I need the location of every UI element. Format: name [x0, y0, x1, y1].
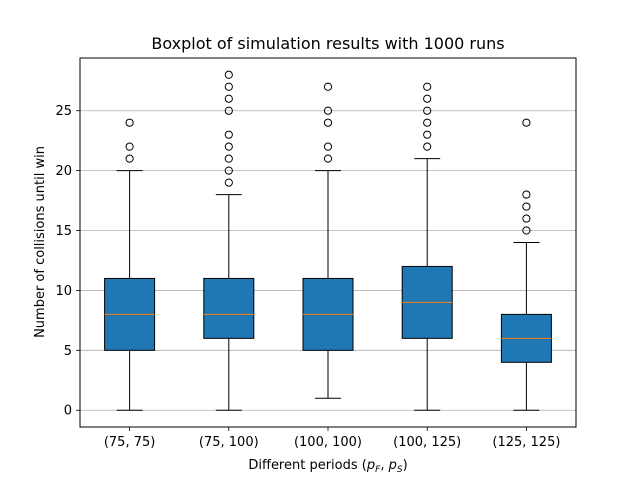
- x-tick-label: (100, 125): [393, 435, 461, 450]
- box-group: [104, 118, 156, 411]
- outlier-point: [224, 130, 233, 139]
- outlier-point: [522, 202, 531, 211]
- y-tick-label: 25: [55, 104, 72, 119]
- box-series: [104, 70, 552, 411]
- x-axis-label-prefix: Different periods (: [248, 458, 367, 473]
- outlier-point: [522, 118, 531, 127]
- y-tick-label: 0: [64, 404, 72, 419]
- chart-title: Boxplot of simulation results with 1000 …: [151, 34, 504, 53]
- x-tick-label: (100, 100): [294, 435, 362, 450]
- outlier-point: [522, 214, 531, 223]
- outlier-point: [224, 142, 233, 151]
- box-group: [302, 82, 354, 399]
- y-tick-label: 15: [55, 224, 72, 239]
- outlier-point: [323, 82, 333, 91]
- outlier-point: [323, 118, 333, 127]
- outlier-point: [522, 226, 531, 235]
- outlier-point: [323, 154, 333, 163]
- x-tick-label: (75, 75): [104, 435, 156, 450]
- x-axis-label-p1: p: [366, 458, 375, 473]
- outlier-point: [224, 154, 233, 163]
- outlier-point: [423, 130, 432, 139]
- outlier-point: [522, 190, 531, 199]
- y-axis: 0 5 10 15 20 25: [55, 104, 80, 419]
- outlier-point: [125, 142, 134, 151]
- box-group: [401, 82, 453, 411]
- outlier-point: [224, 178, 233, 187]
- box-group: [500, 118, 552, 411]
- outlier-point: [224, 70, 233, 79]
- outlier-point: [423, 142, 432, 151]
- outlier-point: [224, 106, 233, 115]
- outlier-point: [323, 106, 333, 115]
- y-tick-label: 5: [64, 344, 72, 359]
- iqr-box: [203, 277, 255, 339]
- outlier-point: [423, 106, 432, 115]
- outlier-point: [125, 154, 134, 163]
- outlier-point: [125, 118, 134, 127]
- box-group: [203, 70, 255, 411]
- x-tick-label: (125, 125): [492, 435, 560, 450]
- y-tick-label: 20: [55, 164, 72, 179]
- outlier-point: [323, 142, 333, 151]
- outlier-point: [224, 94, 233, 103]
- x-axis-label: Different periods (pF, pS): [248, 458, 407, 475]
- y-axis-label: Number of collisions until win: [33, 146, 48, 338]
- outlier-point: [423, 82, 432, 91]
- x-axis-label-p2: p: [388, 458, 397, 473]
- x-axis-label-suffix: ): [403, 458, 408, 473]
- x-tick-label: (75, 100): [199, 435, 259, 450]
- y-tick-label: 10: [55, 284, 72, 299]
- x-axis-label-sub-f: F: [375, 465, 381, 475]
- outlier-point: [224, 82, 233, 91]
- x-axis: (75, 75) (75, 100) (100, 100) (100, 125) (12…: [104, 427, 560, 450]
- outlier-point: [423, 118, 432, 127]
- outlier-point: [423, 94, 432, 103]
- x-axis-label-sub-s: S: [397, 465, 403, 475]
- x-axis-label-comma: ,: [380, 458, 388, 473]
- outlier-point: [224, 166, 233, 175]
